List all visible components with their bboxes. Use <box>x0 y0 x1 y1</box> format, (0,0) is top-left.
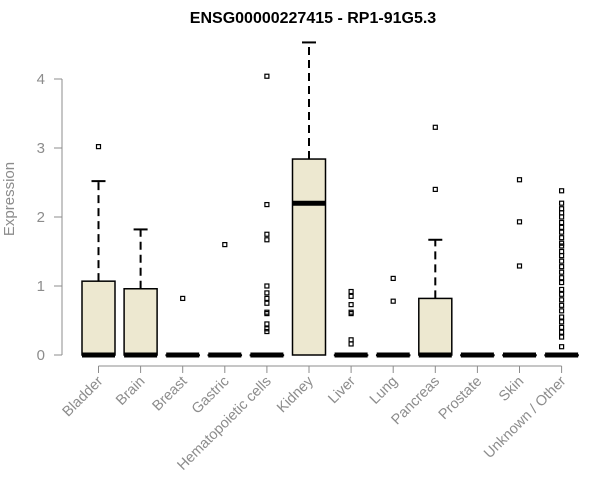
outlier-point <box>558 291 565 297</box>
box-body <box>123 288 158 356</box>
outlier-point <box>558 286 565 293</box>
outlier-point <box>264 326 270 332</box>
y-tick-label: 1 <box>37 278 45 295</box>
y-tick-label: 0 <box>37 347 45 364</box>
outlier-point <box>558 279 565 286</box>
outlier-point <box>558 235 565 241</box>
outlier-point <box>264 295 270 302</box>
outlier-point <box>264 300 270 306</box>
x-tick-label: Brain <box>113 374 148 409</box>
outlier-point <box>348 302 354 308</box>
x-tick-label: Bladder <box>60 373 107 420</box>
outlier-point <box>348 337 354 343</box>
x-tick-label: Liver <box>325 373 359 407</box>
box-prostate <box>460 352 495 358</box>
outlier-point <box>264 321 270 327</box>
outlier-point <box>558 248 565 255</box>
outlier-point <box>222 242 228 248</box>
box-brain <box>123 228 158 358</box>
outlier-point <box>558 264 565 270</box>
outlier-point <box>558 269 565 275</box>
box-bladder <box>81 144 116 358</box>
outlier-point <box>516 219 523 225</box>
box-lung <box>375 275 411 358</box>
outlier-point <box>558 319 565 325</box>
y-tick-label: 4 <box>37 71 45 88</box>
outlier-point <box>390 298 396 304</box>
outlier-point <box>348 341 354 347</box>
outlier-point <box>558 219 565 226</box>
outlier-point <box>432 186 438 192</box>
x-tick-label: Kidney <box>274 373 317 416</box>
outlier-point <box>264 231 270 237</box>
box-liver <box>333 288 369 358</box>
outlier-point <box>348 293 354 299</box>
y-tick-label: 2 <box>37 209 45 226</box>
outlier-point <box>95 144 102 150</box>
outlier-point <box>180 295 186 302</box>
outlier-point <box>558 275 565 281</box>
chart-title: ENSG00000227415 - RP1-91G5.3 <box>190 10 436 27</box>
outlier-point <box>264 290 270 296</box>
x-tick-label: Skin <box>496 374 527 405</box>
outlier-point <box>516 263 523 269</box>
outlier-point <box>348 311 354 317</box>
box-gastric <box>207 242 243 358</box>
outlier-point <box>348 309 354 315</box>
box-skin <box>502 177 537 358</box>
outlier-point <box>558 253 565 259</box>
x-tick-label: Lung <box>367 374 401 408</box>
outlier-point <box>558 214 565 220</box>
outlier-point <box>516 177 523 183</box>
outlier-point <box>558 210 565 216</box>
x-tick-label: Prostate <box>436 374 485 423</box>
outlier-point <box>264 73 270 79</box>
outlier-point <box>558 243 565 249</box>
outlier-point <box>264 201 270 208</box>
outlier-point <box>558 329 565 335</box>
box-hematopoietic-cells <box>249 73 285 358</box>
box-unknown-other <box>544 188 579 358</box>
outlier-point <box>264 311 270 317</box>
outlier-point <box>558 224 565 230</box>
box-body <box>418 297 453 356</box>
outlier-point <box>558 229 565 235</box>
outlier-point <box>558 188 565 194</box>
outlier-point <box>558 314 565 320</box>
box-breast <box>165 295 200 358</box>
outlier-point <box>264 237 270 243</box>
box-pancreas <box>418 124 453 358</box>
outlier-point <box>558 258 565 264</box>
outlier-point <box>558 334 565 340</box>
outlier-point <box>348 288 354 295</box>
box-body <box>291 158 327 356</box>
outlier-point <box>558 308 565 314</box>
outlier-point <box>558 240 565 246</box>
boxes-group <box>81 41 579 358</box>
y-axis: 0 1 2 3 4 <box>37 71 63 364</box>
outlier-point <box>390 275 396 282</box>
outlier-point <box>558 324 565 330</box>
outlier-point <box>432 124 438 130</box>
outlier-point <box>558 344 565 350</box>
x-tick-label: Breast <box>150 374 191 415</box>
box-body <box>81 280 116 356</box>
outlier-point <box>264 328 270 335</box>
outlier-point <box>264 283 270 289</box>
outlier-point <box>264 309 270 315</box>
y-axis-label: Expression <box>1 162 18 236</box>
outlier-point <box>558 206 565 212</box>
outlier-point <box>558 302 565 308</box>
outlier-point <box>558 200 565 206</box>
outlier-point <box>558 297 565 303</box>
y-tick-label: 3 <box>37 140 45 157</box>
box-kidney <box>291 41 327 356</box>
